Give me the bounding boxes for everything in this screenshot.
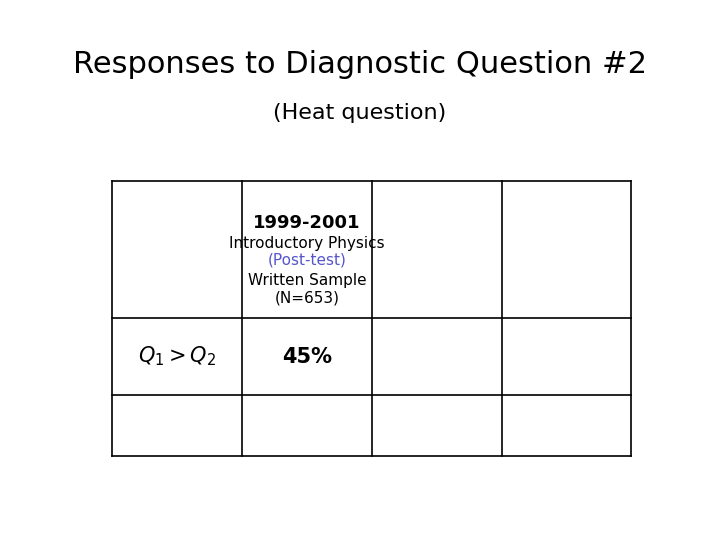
Text: (Heat question): (Heat question) — [274, 103, 446, 124]
Text: 45%: 45% — [282, 347, 332, 367]
Text: 1999-2001: 1999-2001 — [253, 214, 361, 232]
Text: Introductory Physics: Introductory Physics — [229, 235, 384, 251]
Text: Written Sample: Written Sample — [248, 273, 366, 288]
Text: Responses to Diagnostic Question #2: Responses to Diagnostic Question #2 — [73, 50, 647, 79]
Text: $Q_1 > Q_2$: $Q_1 > Q_2$ — [138, 345, 216, 368]
Text: (N=653): (N=653) — [274, 290, 339, 305]
Text: (Post-test): (Post-test) — [268, 253, 346, 268]
